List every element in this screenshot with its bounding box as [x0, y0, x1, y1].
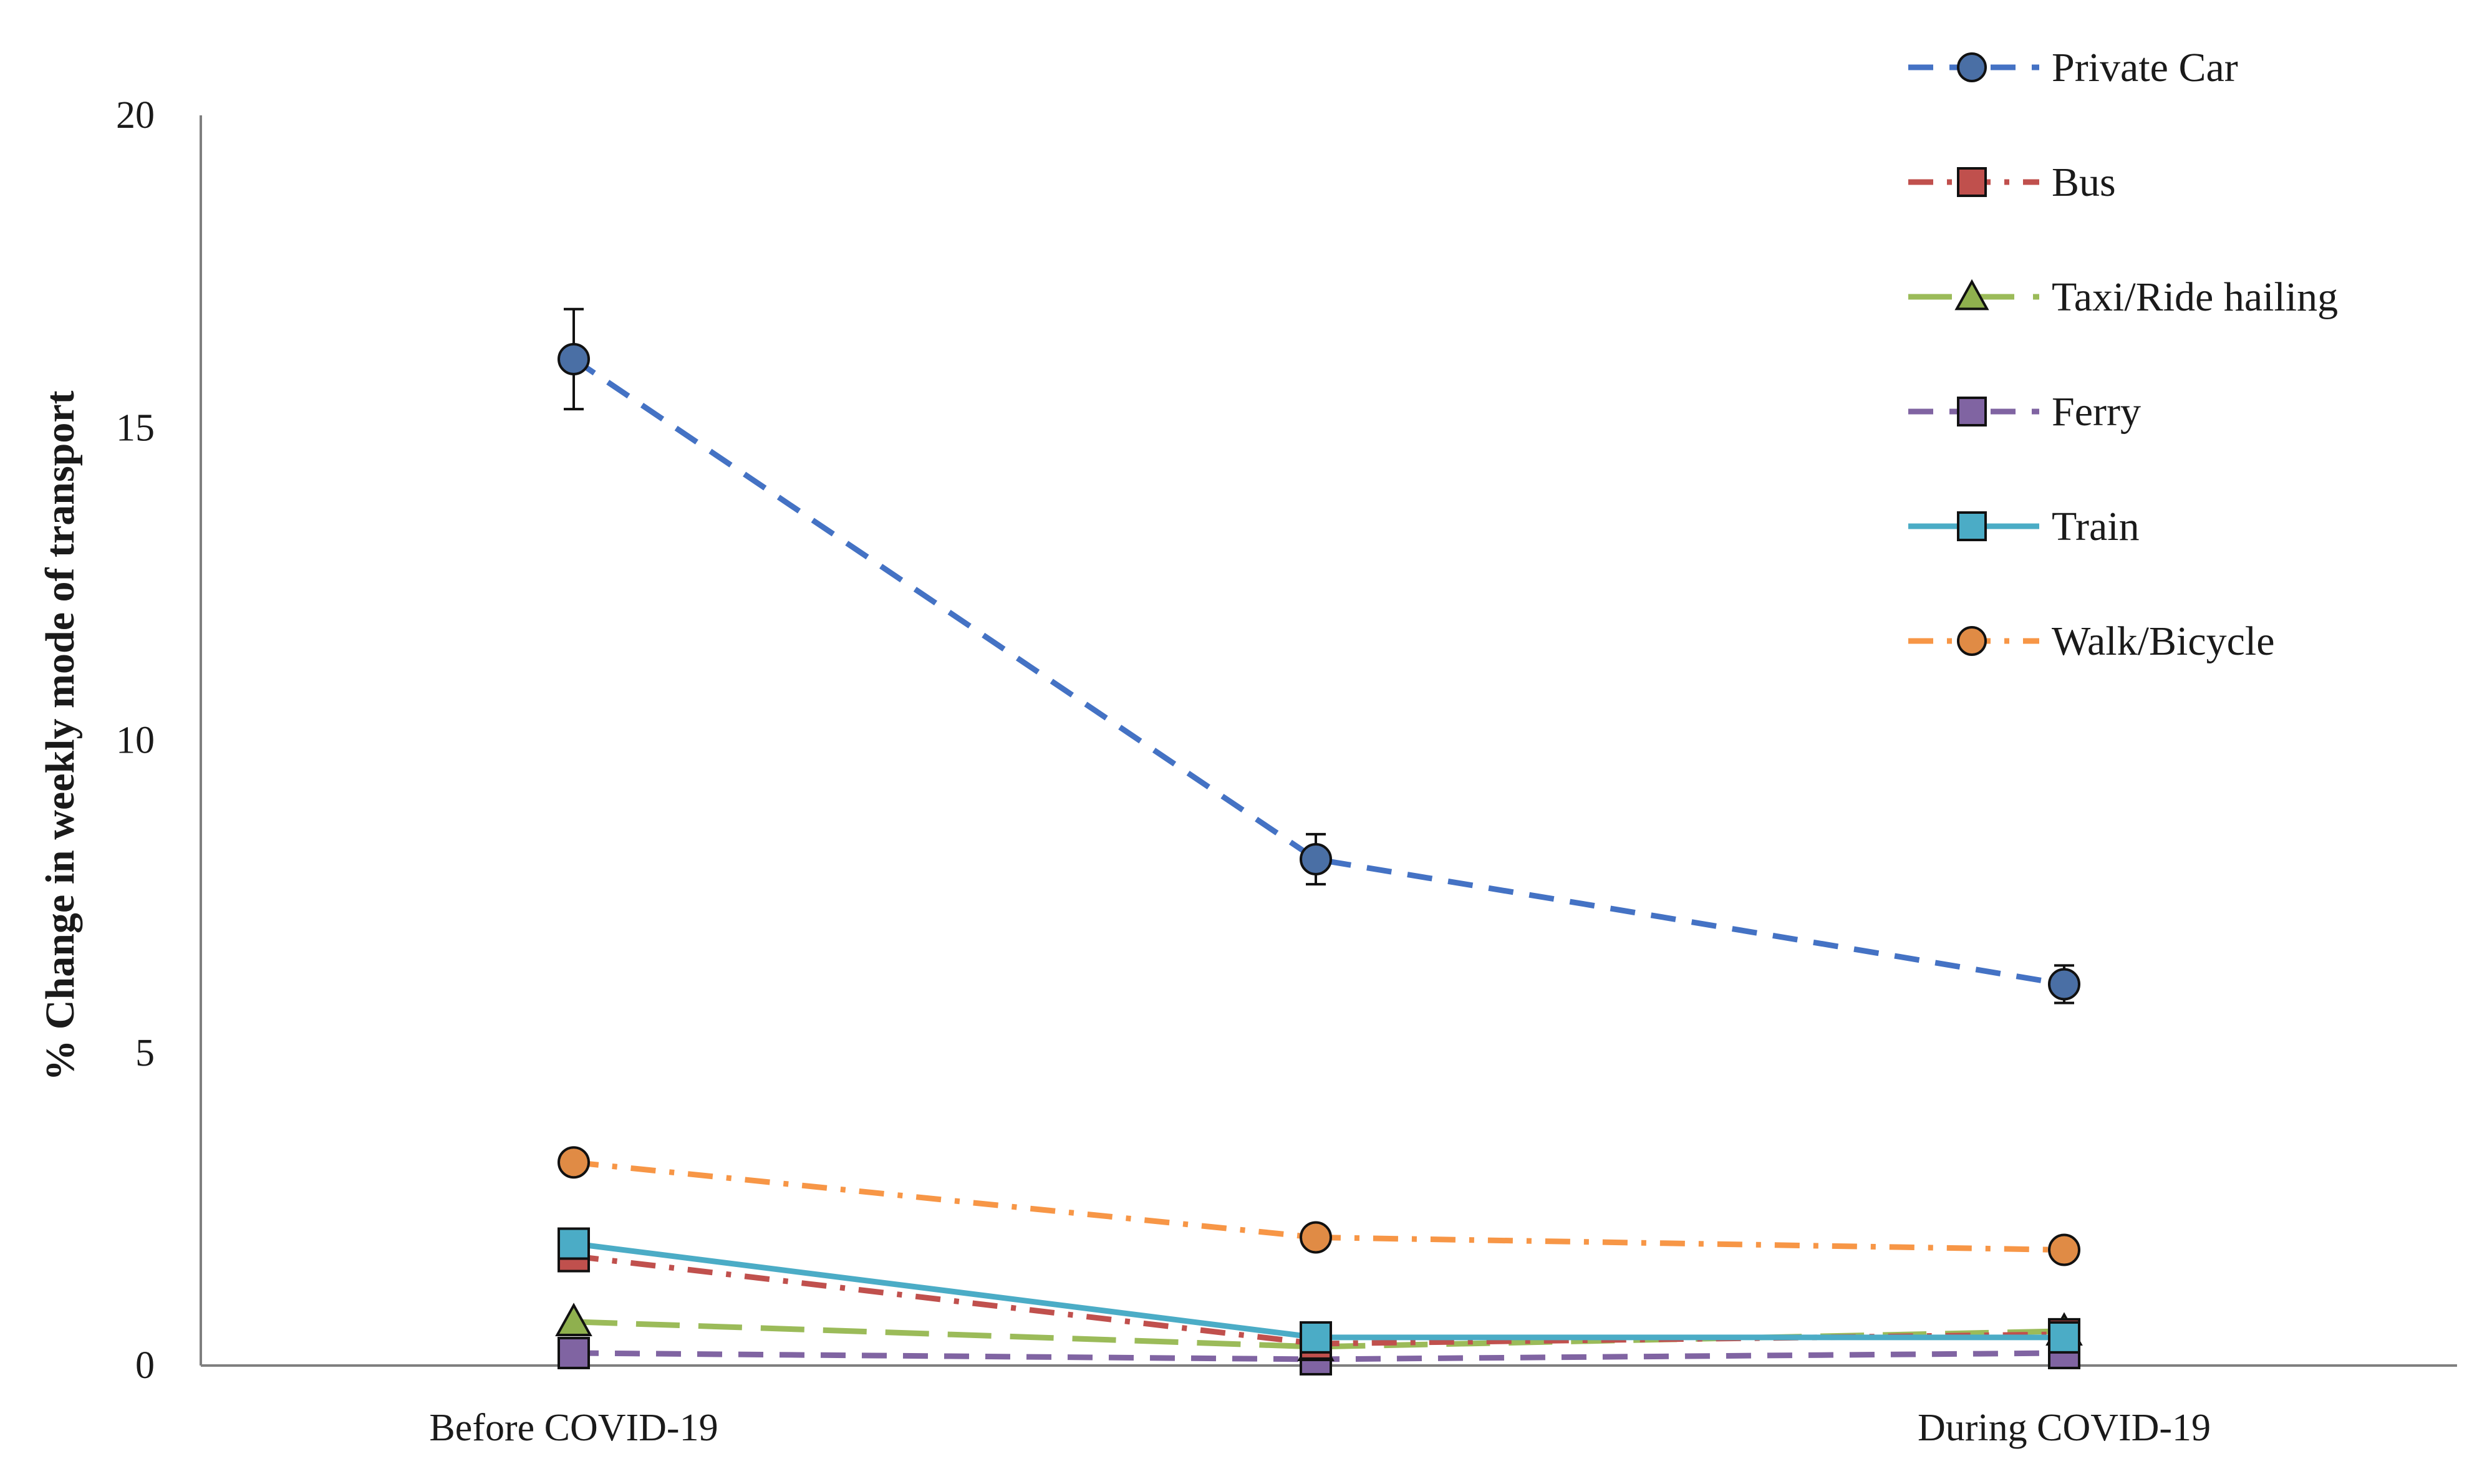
x-tick-labels: Before COVID-19 During COVID-19	[429, 1407, 2211, 1449]
data-point-private-car	[2048, 968, 2080, 1001]
data-point-train	[1300, 1321, 1332, 1354]
y-tick-label: 20	[116, 94, 155, 137]
legend-item-ferry: Ferry	[1908, 389, 2141, 435]
legend-item-bus: Bus	[1908, 160, 2116, 205]
legend-label: Walk/Bicycle	[2052, 619, 2275, 664]
y-tick-labels: 0 5 10 15 20	[116, 94, 155, 1387]
x-tick-label: During COVID-19	[1918, 1407, 2211, 1449]
x-tick-label: Before COVID-19	[429, 1407, 718, 1449]
y-tick-label: 15	[116, 407, 155, 449]
legend-item-taxi-ride-hailing: Taxi/Ride hailing	[1908, 274, 2338, 320]
data-point-train	[2048, 1321, 2080, 1354]
legend-label: Ferry	[2052, 389, 2141, 435]
legend-marker	[1954, 279, 1989, 311]
data-point-private-car	[558, 342, 590, 375]
data-point-walk-bicycle	[1300, 1221, 1332, 1254]
y-tick-label: 5	[135, 1032, 155, 1074]
data-point-walk-bicycle	[558, 1146, 590, 1179]
y-tick-label: 0	[135, 1344, 155, 1387]
data-point-taxi-ride-hailing	[555, 1303, 592, 1336]
data-point-walk-bicycle	[2048, 1233, 2080, 1266]
legend-label: Private Car	[2052, 45, 2238, 90]
data-point-train	[558, 1227, 590, 1260]
legend-marker	[1957, 52, 1987, 82]
y-axis-title: % Change in weekly mode of transport	[37, 390, 83, 1081]
legend-marker	[1957, 626, 1987, 656]
data-point-ferry	[558, 1336, 590, 1369]
legend-item-walk-bicycle: Walk/Bicycle	[1908, 619, 2275, 664]
legend-label: Train	[2052, 504, 2140, 549]
series-private-car	[558, 307, 2080, 1005]
legend-item-private-car: Private Car	[1908, 45, 2238, 90]
legend-label: Bus	[2052, 160, 2116, 205]
y-tick-label: 10	[116, 720, 155, 762]
legend: Private Car Bus Taxi/Ride hailing Ferry Trai…	[1908, 45, 2338, 664]
legend-marker	[1957, 397, 1987, 426]
legend-marker	[1957, 511, 1987, 541]
legend-marker	[1957, 167, 1987, 197]
legend-label: Taxi/Ride hailing	[2052, 274, 2338, 320]
series-layer	[555, 307, 2083, 1376]
legend-item-train: Train	[1908, 504, 2140, 549]
data-point-private-car	[1300, 842, 1332, 875]
series-train	[558, 1227, 2080, 1354]
series-walk-bicycle	[558, 1146, 2080, 1266]
series-line-private-car	[572, 357, 2065, 987]
